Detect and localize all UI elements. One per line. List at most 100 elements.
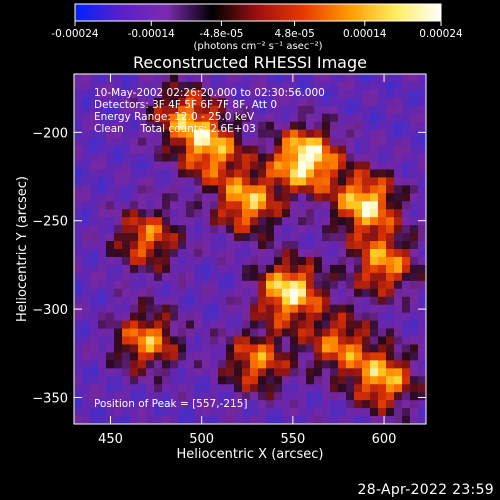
heatmap-cell	[258, 105, 267, 115]
heatmap-cell	[402, 113, 411, 123]
heatmap-cell	[114, 328, 123, 338]
heatmap-cell	[170, 81, 179, 91]
heatmap-cell	[306, 400, 315, 409]
heatmap-cell	[82, 312, 91, 322]
heatmap-cell	[306, 328, 315, 338]
heatmap-cell	[290, 201, 299, 210]
heatmap-cell	[362, 201, 371, 210]
heatmap-cell	[274, 129, 283, 139]
heatmap-cell	[290, 336, 299, 346]
heatmap-cell	[114, 304, 123, 314]
heatmap-cell	[386, 145, 395, 155]
heatmap-cell	[410, 225, 419, 234]
heatmap-cell	[234, 296, 243, 306]
heatmap-cell	[354, 225, 363, 234]
heatmap-cell	[250, 129, 259, 139]
heatmap-cell	[418, 121, 426, 131]
heatmap-cell	[98, 89, 107, 99]
heatmap-cell	[146, 272, 155, 282]
heatmap-cell	[178, 384, 187, 393]
heatmap-cell	[234, 344, 243, 353]
heatmap-cell	[266, 105, 275, 115]
heatmap-cell	[98, 97, 107, 107]
heatmap-cell	[298, 249, 307, 258]
heatmap-cell	[378, 384, 387, 393]
heatmap-cell	[418, 81, 426, 91]
heatmap-cell	[122, 249, 131, 258]
heatmap-cell	[210, 360, 219, 369]
timestamp: 28-Apr-2022 23:59	[357, 482, 494, 498]
heatmap-cell	[82, 272, 91, 282]
heatmap-cell	[354, 320, 363, 330]
heatmap-cell	[346, 201, 355, 210]
heatmap-cell	[138, 256, 147, 266]
heatmap-cell	[378, 74, 387, 83]
heatmap-cell	[194, 304, 203, 314]
heatmap-cell	[130, 296, 139, 306]
heatmap-cell	[178, 177, 187, 186]
heatmap-cell	[154, 185, 163, 194]
heatmap-cell	[306, 169, 315, 178]
y-tick-label: −300	[32, 303, 68, 318]
heatmap-cell	[338, 360, 347, 369]
heatmap-cell	[370, 201, 379, 210]
heatmap-cell	[258, 241, 267, 250]
heatmap-cell	[210, 113, 219, 123]
heatmap-cell	[138, 89, 147, 99]
heatmap-cell	[106, 145, 115, 155]
heatmap-cell	[298, 113, 307, 123]
heatmap-cell	[122, 416, 131, 424]
heatmap-cell	[114, 74, 123, 83]
heatmap-cell	[346, 368, 355, 377]
annotation-block: 10-May-2002 02:26:20.000 to 02:30:56.000…	[94, 87, 325, 135]
heatmap-cell	[162, 241, 171, 250]
heatmap-cell	[138, 161, 147, 171]
heatmap-cell	[250, 209, 259, 218]
heatmap-cell	[346, 296, 355, 306]
heatmap-cell	[106, 384, 115, 393]
heatmap-cell	[162, 376, 171, 385]
heatmap-cell	[202, 304, 211, 314]
heatmap-cell	[370, 145, 379, 155]
heatmap-cell	[154, 241, 163, 250]
heatmap-cell	[210, 89, 219, 99]
heatmap-cell	[90, 201, 99, 210]
heatmap-cell	[378, 241, 387, 250]
heatmap-cell	[418, 177, 426, 186]
heatmap-cell	[186, 105, 195, 115]
heatmap-cell	[402, 97, 411, 107]
heatmap-cell	[386, 129, 395, 139]
heatmap-cell	[130, 376, 139, 385]
heatmap-cell	[210, 400, 219, 409]
heatmap-cell	[74, 352, 83, 361]
heatmap-cell	[194, 408, 203, 417]
heatmap-cell	[346, 233, 355, 242]
heatmap-cell	[170, 376, 179, 385]
heatmap-cell	[186, 320, 195, 330]
heatmap-cell	[146, 392, 155, 401]
heatmap-cell	[346, 74, 355, 83]
heatmap-cell	[138, 400, 147, 409]
heatmap-cell	[242, 185, 251, 194]
heatmap-cell	[250, 304, 259, 314]
heatmap-cell	[402, 185, 411, 194]
heatmap-cell	[90, 256, 99, 266]
heatmap-cell	[186, 201, 195, 210]
heatmap-cell	[410, 209, 419, 218]
heatmap-cell	[130, 113, 139, 123]
heatmap-cell	[138, 81, 147, 91]
heatmap-cell	[266, 320, 275, 330]
heatmap-cell	[114, 368, 123, 377]
heatmap-cell	[98, 169, 107, 178]
heatmap-cell	[394, 217, 403, 226]
heatmap-cell	[274, 121, 283, 131]
heatmap-cell	[346, 185, 355, 194]
heatmap-cell	[90, 177, 99, 186]
heatmap-cell	[138, 225, 147, 234]
heatmap-cell	[362, 161, 371, 171]
heatmap-cell	[170, 177, 179, 186]
heatmap-cell	[258, 97, 267, 107]
heatmap-cell	[138, 185, 147, 194]
heatmap-cell	[242, 225, 251, 234]
heatmap-cell	[138, 209, 147, 218]
